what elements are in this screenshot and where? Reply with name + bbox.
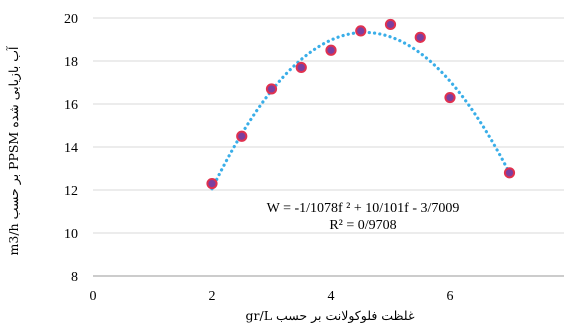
data-point	[295, 61, 307, 74]
data-point	[325, 44, 337, 56]
y-tick-label: 16	[64, 98, 78, 113]
y-tick-label: 8	[71, 270, 78, 285]
trendline	[210, 30, 512, 191]
data-point	[414, 31, 426, 43]
data-point	[206, 177, 218, 190]
data-point	[236, 130, 248, 142]
x-tick-label: 4	[328, 289, 335, 304]
x-axis-label: غلظت فلوکولانت بر حسب gr/L	[246, 308, 415, 324]
data-point	[503, 167, 516, 179]
trendline-equation: W = -1/1078f ² + 10/101f - 3/7009	[267, 201, 460, 216]
trendline-path	[210, 30, 512, 191]
x-tick-label: 0	[90, 289, 97, 304]
y-tick-label: 20	[64, 12, 78, 27]
data-point	[444, 91, 456, 104]
y-axis-label: آب بازیابی شده PPSM بر حسب m3/h	[5, 45, 22, 255]
y-tick-label: 12	[64, 184, 78, 199]
x-tick-labels: 02468	[90, 289, 454, 304]
y-tick-labels: 8 10 12 14 16 18 20	[64, 12, 78, 285]
data-point	[384, 18, 397, 31]
y-tick-label: 18	[64, 55, 78, 70]
x-tick-label: 2	[209, 289, 216, 304]
y-tick-label: 14	[64, 141, 78, 156]
data-point	[355, 25, 367, 37]
grid-lines	[93, 17, 564, 277]
x-tick-label: 6	[447, 289, 454, 304]
y-tick-label: 10	[64, 227, 78, 242]
r-squared-label: R² = 0/9708	[329, 218, 396, 233]
data-point	[265, 83, 278, 95]
data-points	[206, 18, 516, 190]
